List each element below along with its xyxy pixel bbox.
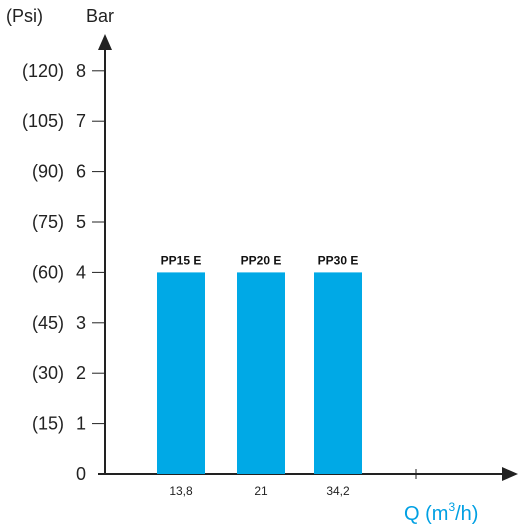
y-tick-label: 3 (76, 313, 86, 333)
x-axis-arrow (502, 467, 518, 481)
y-axis-arrow (98, 34, 112, 50)
y-tick-label: 7 (76, 111, 86, 131)
bar (314, 272, 362, 474)
y-tick-label: 2 (76, 363, 86, 383)
y-secondary-tick-label: (120) (22, 61, 64, 81)
y-secondary-tick-label: (105) (22, 111, 64, 131)
x-tick-label: 34,2 (326, 484, 350, 498)
bar-label: PP20 E (241, 253, 282, 267)
x-axis-title-suffix: /h) (455, 503, 478, 525)
y-axis-title: Bar (86, 6, 114, 26)
y-tick-label: 4 (76, 262, 86, 282)
x-axis-title-prefix: Q (m (404, 503, 448, 525)
y-secondary-tick-label: (15) (32, 414, 64, 434)
y-secondary-tick-label: (30) (32, 363, 64, 383)
x-axis-title: Q (m3/h) (404, 500, 478, 525)
y-secondary-tick-label: (45) (32, 313, 64, 333)
x-axis-title-sup: 3 (448, 500, 455, 514)
bar (237, 272, 285, 474)
x-tick-label: 21 (254, 484, 268, 498)
y-secondary-tick-label: (90) (32, 162, 64, 182)
y-secondary-tick-label: (75) (32, 212, 64, 232)
bar-label: PP15 E (161, 253, 202, 267)
y-tick-label: 5 (76, 212, 86, 232)
x-tick-label: 13,8 (169, 484, 193, 498)
y-tick-label: 6 (76, 162, 86, 182)
y-tick-label: 1 (76, 414, 86, 434)
bar-label: PP30 E (318, 253, 359, 267)
y-tick-label: 0 (76, 464, 86, 484)
y-axis-secondary-title: (Psi) (6, 6, 43, 26)
y-tick-label: 8 (76, 61, 86, 81)
y-secondary-tick-label: (60) (32, 262, 64, 282)
bar (157, 272, 205, 474)
